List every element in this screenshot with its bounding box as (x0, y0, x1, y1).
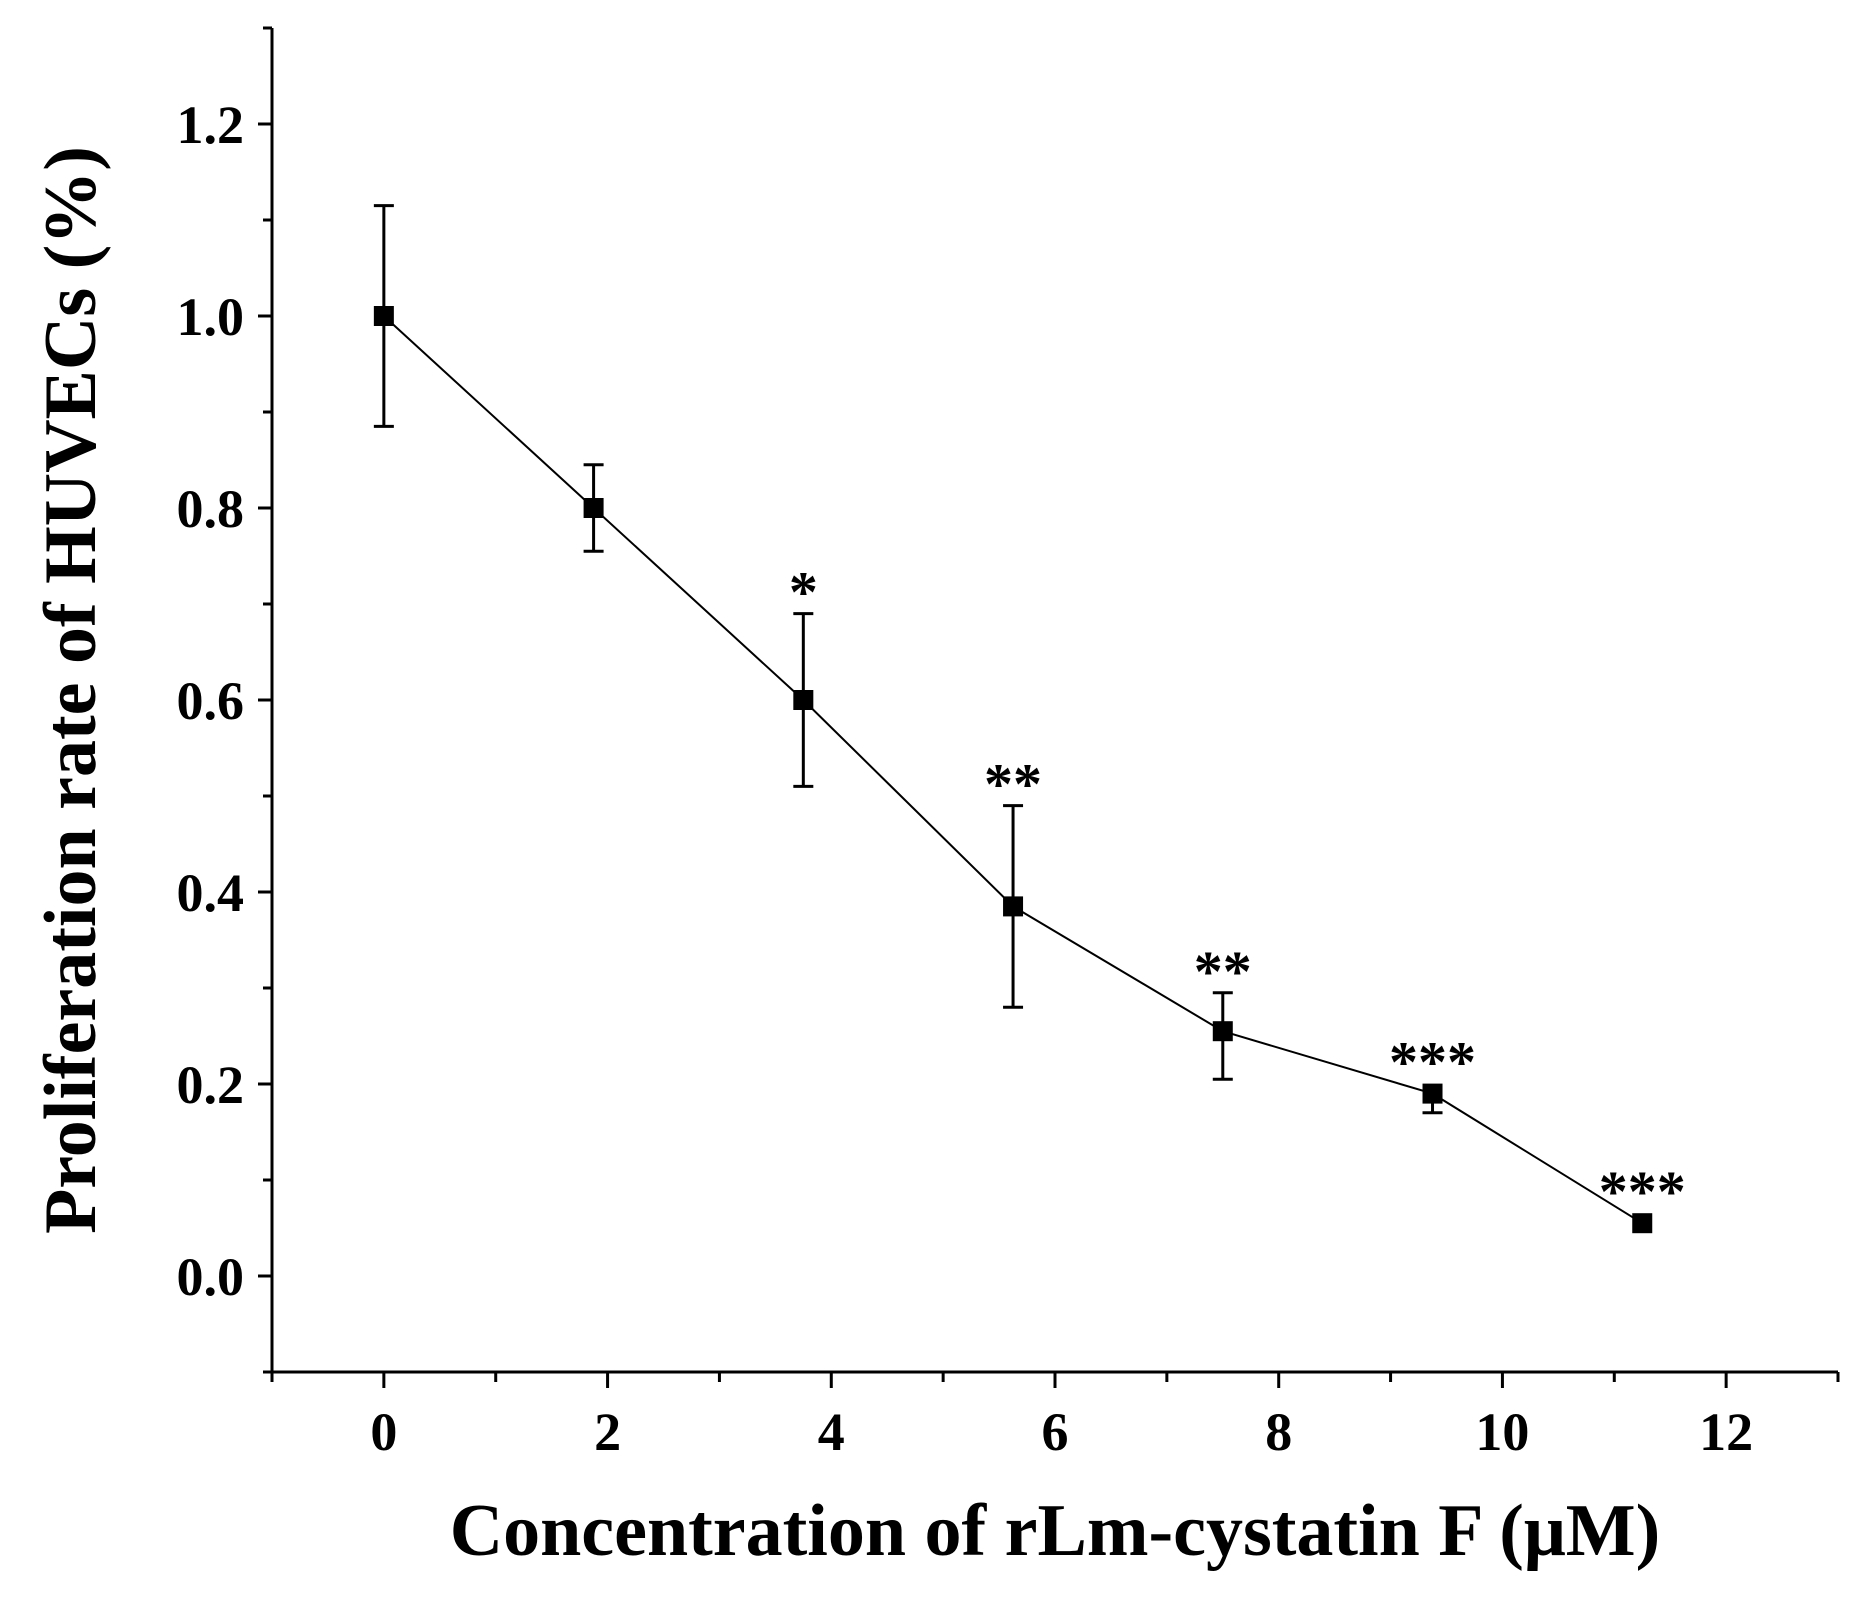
significance-label: *** (1389, 1030, 1476, 1095)
y-tick-label: 1.0 (177, 287, 245, 347)
data-markers (373, 306, 1653, 1234)
data-point (793, 690, 814, 710)
x-tick-label: 10 (1475, 1402, 1529, 1462)
data-point (1422, 1083, 1443, 1104)
significance-labels: *********** (789, 560, 1686, 1225)
x-tick-label: 12 (1699, 1402, 1753, 1462)
y-tick-label: 0.6 (177, 671, 245, 731)
data-point (1003, 896, 1024, 917)
y-tick-label: 0.8 (177, 479, 245, 539)
y-tick-label: 1.2 (177, 95, 245, 155)
x-tick-label: 2 (594, 1402, 621, 1462)
y-tick-label: 0.2 (177, 1055, 245, 1115)
significance-label: * (789, 560, 818, 625)
y-axis-title: Proliferation rate of HUVECs (%) (30, 146, 112, 1234)
x-tick-label: 6 (1042, 1402, 1069, 1462)
significance-label: ** (1194, 939, 1252, 1004)
y-tick-label: 0.4 (177, 863, 245, 923)
data-point (373, 306, 394, 326)
y-tick-label: 0.0 (177, 1247, 245, 1307)
axis-ticks: 0.0 0.2 0.4 0.6 0.8 1.0 1.2 0 2 4 6 8 10 12 (177, 26, 1840, 1462)
error-bars (373, 204, 1443, 1115)
data-point (583, 498, 604, 518)
data-point (1632, 1213, 1653, 1234)
x-axis-title: Concentration of rLm-cystatin F (μM) (450, 1490, 1661, 1572)
data-point (1212, 1021, 1233, 1042)
x-tick-label: 8 (1265, 1402, 1292, 1462)
x-tick-label: 0 (370, 1402, 397, 1462)
significance-label: ** (984, 752, 1042, 817)
x-tick-label: 4 (818, 1402, 845, 1462)
significance-label: *** (1599, 1159, 1686, 1224)
